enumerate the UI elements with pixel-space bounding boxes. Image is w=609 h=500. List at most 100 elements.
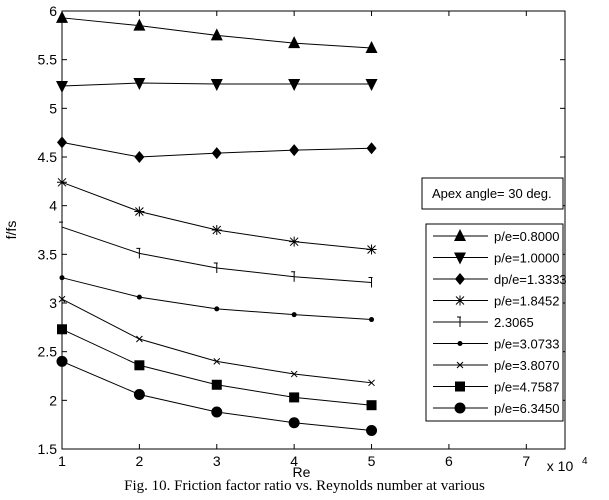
data-point [58, 295, 66, 303]
data-point [289, 392, 300, 403]
data-point [59, 275, 65, 281]
data-point [291, 312, 297, 318]
data-point [136, 247, 141, 259]
annotation-frame [421, 177, 564, 210]
legend-item: p/e=3.8070 [433, 358, 559, 373]
x-tick-label: 2 [135, 453, 143, 469]
data-point [211, 379, 222, 390]
legend-item: 2.3065 [433, 315, 534, 330]
data-point [366, 142, 377, 155]
legend-label: p/e=6.3450 [494, 401, 559, 416]
data-point [211, 147, 222, 160]
data-point [56, 10, 68, 23]
legend-item: p/e=1.8452 [433, 294, 559, 309]
data-point [210, 28, 223, 41]
data-point [289, 236, 300, 247]
data-point [213, 262, 218, 273]
series-3 [57, 177, 377, 255]
legend-marker [454, 229, 466, 241]
data-point [133, 78, 146, 91]
y-tick-label: 4.5 [38, 149, 58, 165]
legend-marker [454, 252, 466, 265]
y-tick-label: 1.5 [38, 441, 58, 457]
x-multiplier-exponent: 4 [582, 456, 588, 467]
legend-label: p/e=4.7587 [494, 380, 559, 395]
x-tick-label: 4 [290, 453, 298, 469]
data-point [365, 79, 378, 91]
data-point [57, 324, 67, 335]
series-4 [59, 221, 373, 288]
annotation-text: Apex angle= 30 deg. [432, 186, 552, 201]
y-axis-label: f/fs [3, 221, 19, 240]
legend-label: dp/e=1.3333 [494, 272, 567, 287]
y-tick-label: 5.5 [38, 52, 58, 68]
legend-label: p/e=0.8000 [494, 229, 559, 244]
y-tick-label: 6 [49, 3, 57, 19]
data-point [214, 306, 220, 312]
data-point [56, 355, 68, 367]
line-chart: 1 2 3 4 5 6 7 1.5 2 2.5 3 3.5 4 4.5 5 5.5 6 Re f/fs x 10 4 Ap… [3, 3, 588, 478]
figure-caption: Fig. 10. Friction factor ratio vs. Reyno… [124, 478, 485, 494]
data-point [365, 40, 378, 53]
x-multiplier-label: x 10 [547, 458, 574, 474]
legend-marker [457, 316, 461, 327]
data-point [134, 360, 145, 371]
legend-item: p/e=0.8000 [433, 229, 559, 244]
x-tick-label: 5 [368, 453, 376, 469]
series-1 [56, 78, 378, 93]
data-point [136, 335, 143, 343]
legend-marker [455, 381, 465, 392]
y-tick-label: 3.5 [38, 246, 58, 262]
legend-label: 2.3065 [494, 315, 534, 330]
legend-label: p/e=1.0000 [494, 251, 559, 266]
data-point [211, 406, 223, 418]
data-point [288, 417, 300, 429]
data-point [136, 294, 142, 300]
data-point [291, 271, 296, 282]
data-point [368, 277, 373, 288]
legend-label: p/e=1.8452 [494, 294, 559, 309]
data-point [57, 177, 67, 188]
x-tick-label: 3 [213, 453, 221, 469]
legend-marker [457, 341, 463, 346]
x-tick-label: 6 [445, 453, 453, 469]
y-tick-label: 3 [49, 295, 57, 311]
data-point [288, 36, 301, 49]
data-point [290, 370, 298, 378]
x-tick-label: 1 [58, 453, 66, 469]
data-point [133, 388, 145, 400]
data-point [134, 206, 145, 217]
series-7 [57, 324, 377, 411]
data-point [56, 80, 68, 93]
series-2 [57, 136, 377, 163]
legend-marker [454, 402, 466, 414]
legend-label: p/e=3.8070 [494, 358, 559, 373]
data-point [366, 244, 377, 255]
y-tick-label: 5 [49, 100, 57, 116]
data-point [289, 144, 300, 157]
legend-label: p/e=3.0733 [494, 337, 559, 352]
data-point [366, 400, 377, 411]
data-point [57, 136, 67, 149]
series-8 [56, 355, 378, 437]
data-point [366, 425, 378, 437]
series-0 [56, 10, 378, 53]
series-6 [58, 295, 375, 387]
data-point [288, 79, 301, 91]
legend-item: p/e=4.7587 [433, 380, 559, 395]
data-point [59, 221, 63, 233]
legend-marker [456, 361, 464, 369]
legend: p/e=0.8000 p/e=1.0000 dp/e=1.3333 p/e=1.845… [425, 223, 567, 422]
legend-item: p/e=6.3450 [433, 401, 559, 416]
y-tick-label: 4 [49, 198, 57, 214]
x-axis-label: Re [293, 464, 311, 478]
legend-marker [455, 273, 465, 285]
series-5 [59, 275, 375, 323]
data-point [133, 18, 146, 31]
x-tick-label: 7 [522, 453, 530, 469]
y-tick-label: 2.5 [38, 344, 58, 360]
annotation-box: Apex angle= 30 deg. [421, 177, 564, 210]
data-point [213, 358, 221, 365]
data-point [134, 151, 145, 163]
